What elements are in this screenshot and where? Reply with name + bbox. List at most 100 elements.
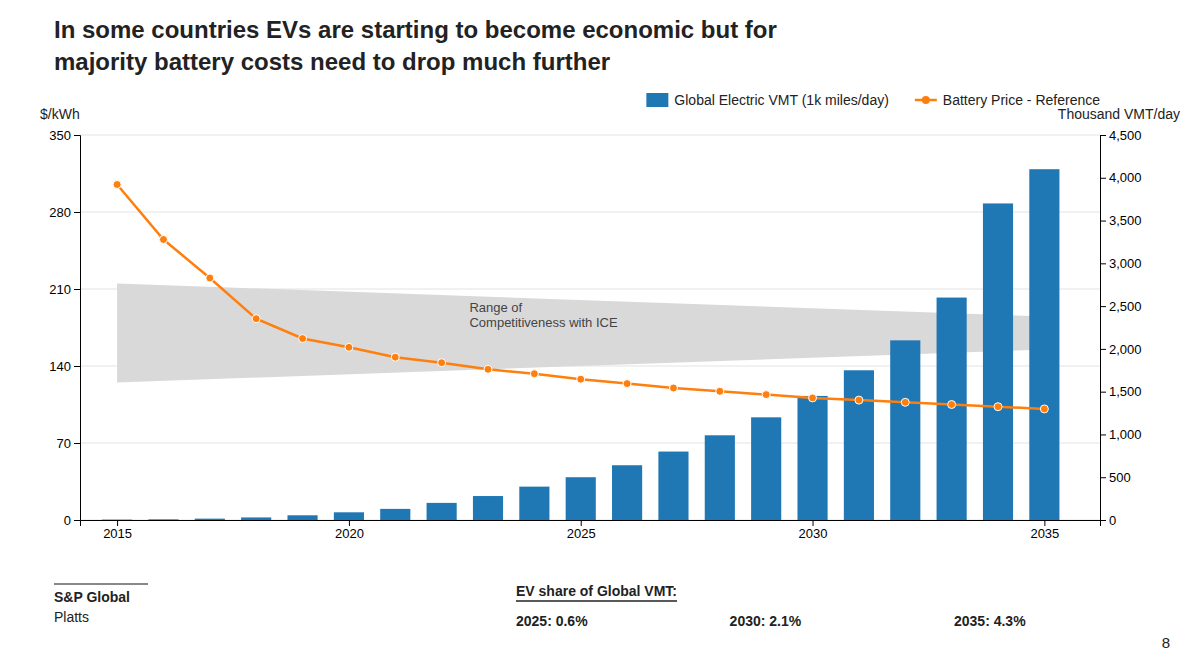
bar [844,370,874,520]
tick-label: 0 [1109,513,1116,528]
bar [797,396,827,520]
legend-label: Battery Price - Reference [943,92,1100,108]
tick-label: 2015 [103,526,132,541]
grid-line [80,212,1100,213]
bar [890,340,920,520]
marker [901,398,909,406]
page-number: 8 [1162,634,1170,651]
axis-line [74,136,81,521]
bar [519,487,549,520]
tick: 2025 [567,520,596,541]
marker [252,315,260,323]
tick: 1,000 [1100,427,1142,442]
bar [566,477,596,520]
tick: 70 [57,436,80,451]
tick-label: 2035 [1030,526,1059,541]
marker [669,384,677,392]
annotation-underline [516,600,677,602]
source-rule [54,583,148,585]
tick: 4,000 [1100,170,1142,185]
tick-label: 280 [49,205,71,220]
legend: Global Electric VMT (1k miles/day) Batter… [646,92,1100,108]
tick: 3,000 [1100,256,1142,271]
tick-mark [1100,263,1106,264]
annotation-title: EV share of Global VMT: [516,583,677,599]
tick-label: 140 [49,359,71,374]
tick-mark [813,520,814,526]
bar [334,512,364,520]
tick-label: 4,500 [1109,128,1142,143]
bar [751,417,781,520]
title: majority battery costs need to drop much… [54,48,610,75]
marker [809,394,817,402]
tick-mark [74,520,80,521]
tick-mark [1100,349,1106,350]
legend-swatch [922,96,930,104]
band-label: Competitiveness with ICE [469,315,617,330]
tick: 0 [64,513,80,528]
marker [762,391,770,399]
tick-label: 2,500 [1109,299,1142,314]
tick: 280 [49,205,80,220]
tick-mark [1100,520,1106,521]
marker [206,274,214,282]
tick-label: 3,000 [1109,256,1142,271]
axis-line [81,521,1101,527]
marker [113,181,121,189]
tick-label: 500 [1109,470,1131,485]
tick: 1,500 [1100,384,1142,399]
bar [148,519,178,520]
bar [612,465,642,520]
bar [983,203,1013,520]
axis-line [1101,136,1107,521]
tick-mark [117,520,118,526]
bar [1029,169,1059,520]
annotation: 2035: 4.3% [954,613,1026,629]
tick-label: 3,500 [1109,213,1142,228]
bar [102,519,132,520]
tick: 2,500 [1100,299,1142,314]
line [117,185,1044,409]
marker [577,375,585,383]
title: In some countries EVs are starting to be… [54,16,777,43]
tick: 4,500 [1100,128,1142,143]
tick-label: 1,500 [1109,384,1142,399]
tick: 0 [1100,513,1116,528]
tick: 2,000 [1100,342,1142,357]
legend-item: Global Electric VMT (1k miles/day) [646,92,888,108]
tick-label: 2025 [567,526,596,541]
tick-label: 70 [57,436,71,451]
tick-mark [74,366,80,367]
x-axis: 2015 2020 2025 2030 2035 [81,520,1101,541]
marker [345,343,353,351]
marker [1040,405,1048,413]
tick: 2015 [103,520,132,541]
tick-mark [1100,392,1106,393]
tick-mark [1100,306,1106,307]
tick: 140 [49,359,80,374]
bar [241,517,271,520]
y2-axis-title: Thousand VMT/day [1058,106,1180,122]
bar [937,298,967,520]
marker [438,359,446,367]
annotation: 2025: 0.6% [516,613,588,629]
line-series [113,181,1048,413]
bar [427,503,457,520]
bar-series [102,169,1059,520]
tick-mark [1100,135,1106,136]
tick-mark [1100,434,1106,435]
tick: 210 [49,282,80,297]
annotation: 2030: 2.1% [730,613,802,629]
plot-area [102,169,1059,520]
tick: 2030 [799,520,828,541]
tick-label: 350 [49,128,71,143]
tick-label: 0 [64,513,71,528]
tick-mark [1044,520,1045,526]
legend-label: Global Electric VMT (1k miles/day) [674,92,888,108]
y-axis: 0 70 140 210 280 350 [49,128,80,528]
tick-mark [1100,178,1106,179]
tick: 2020 [335,520,364,541]
tick-mark [581,520,582,526]
marker [530,370,538,378]
tick-mark [1100,221,1106,222]
